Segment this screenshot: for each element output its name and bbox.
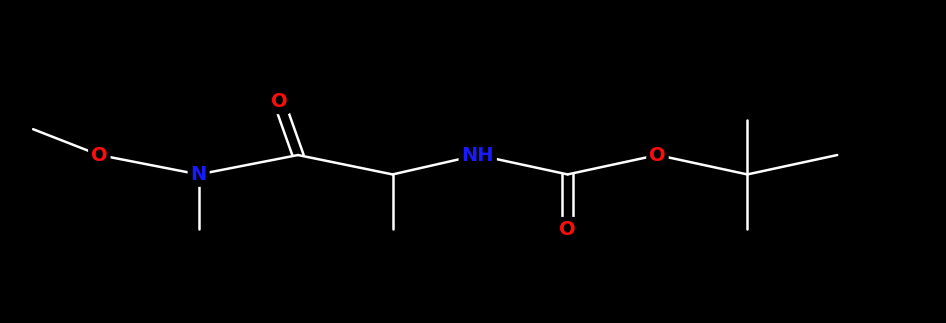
Text: NH: NH <box>462 146 494 164</box>
Text: O: O <box>271 92 288 111</box>
Text: O: O <box>559 220 576 239</box>
Text: O: O <box>91 146 108 164</box>
Text: N: N <box>190 165 207 184</box>
Text: O: O <box>649 146 666 164</box>
